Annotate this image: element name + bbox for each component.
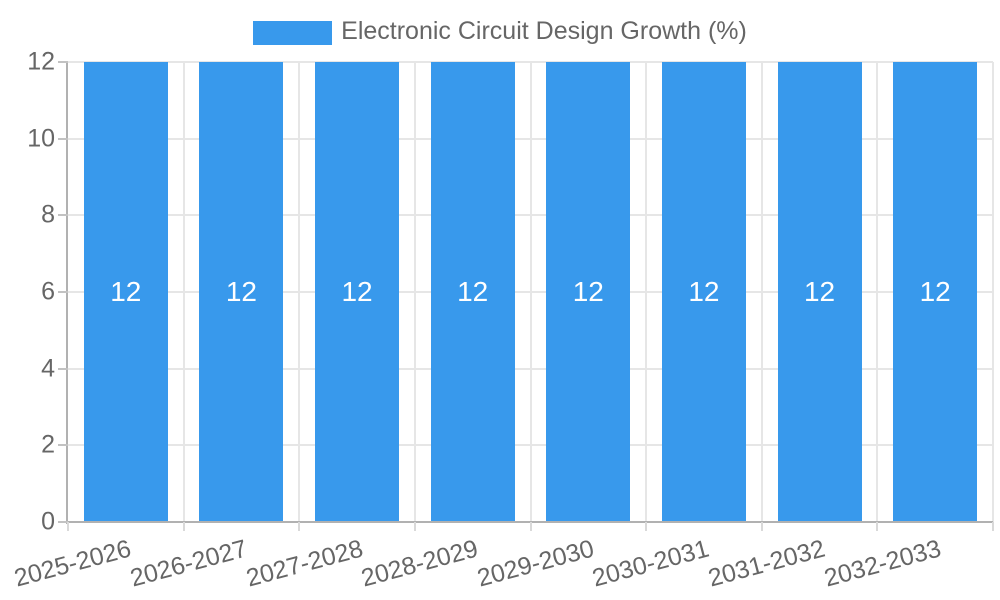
- y-axis-tick-label: 8: [41, 200, 55, 229]
- v-gridline: [876, 62, 879, 522]
- bar-value-label: 12: [688, 276, 720, 307]
- legend-label[interactable]: Electronic Circuit Design Growth (%): [341, 17, 747, 45]
- x-axis-tick-mark: [298, 522, 301, 531]
- x-axis-tick-label: 2031-2032: [705, 534, 828, 593]
- bar[interactable]: 12: [199, 62, 284, 522]
- bar-value-label: 12: [572, 276, 604, 307]
- y-axis-tick-mark: [58, 444, 68, 447]
- y-axis-tick-mark: [58, 214, 68, 217]
- bar[interactable]: 12: [315, 62, 400, 522]
- bar-value-label: 12: [457, 276, 489, 307]
- y-axis-tick-mark: [58, 291, 68, 293]
- v-gridline: [645, 62, 648, 522]
- x-axis-tick-mark: [413, 522, 416, 531]
- v-gridline: [760, 62, 763, 522]
- x-axis-tick-label: 2027-2028: [242, 534, 366, 593]
- x-axis-tick-mark: [876, 522, 879, 531]
- y-axis-tick-mark: [58, 521, 68, 523]
- x-axis-tick-label: 2029-2030: [474, 534, 597, 593]
- x-axis-tick-label: 2026-2027: [127, 534, 250, 593]
- x-axis-tick-label: 2028-2029: [358, 534, 482, 593]
- v-gridline: [413, 62, 416, 522]
- plot-area: 12 12 12 12 12 12 12 12: [68, 61, 994, 522]
- bar[interactable]: 12: [83, 62, 168, 522]
- y-axis-tick-mark: [58, 137, 68, 140]
- y-axis-tick-label: 10: [27, 124, 55, 153]
- bar-value-label: 12: [919, 276, 951, 307]
- x-axis-tick-mark: [182, 522, 185, 531]
- v-gridline: [529, 62, 532, 522]
- y-axis-tick-label: 4: [41, 354, 55, 383]
- y-axis-line: [66, 62, 68, 524]
- y-axis-tick-label: 0: [41, 507, 55, 536]
- x-axis-tick-mark: [67, 522, 69, 531]
- bar[interactable]: 12: [893, 62, 978, 522]
- x-axis-tick-mark: [992, 522, 994, 531]
- legend-swatch[interactable]: [253, 20, 333, 45]
- v-gridline: [182, 62, 185, 522]
- bar-value-label: 12: [225, 276, 258, 307]
- x-axis-tick-mark: [645, 522, 648, 531]
- bar-value-label: 12: [803, 276, 836, 307]
- x-axis-tick-mark: [529, 522, 532, 531]
- x-axis-tick-label: 2025-2026: [11, 534, 135, 593]
- x-axis-tick-mark: [760, 522, 763, 531]
- v-gridline: [992, 62, 994, 522]
- y-axis-tick-mark: [58, 61, 68, 63]
- bar-value-label: 12: [341, 276, 373, 307]
- v-gridline: [298, 62, 301, 522]
- y-axis-tick-label: 2: [41, 430, 55, 459]
- y-axis-tick-mark: [58, 367, 68, 370]
- bar[interactable]: 12: [546, 62, 631, 522]
- x-axis-tick-label: 2032-2033: [820, 534, 944, 593]
- bar[interactable]: 12: [777, 62, 862, 522]
- y-axis-tick-label: 6: [41, 277, 55, 306]
- bar-value-label: 12: [110, 276, 142, 307]
- y-axis-tick-label: 12: [27, 47, 55, 76]
- bar[interactable]: 12: [661, 62, 746, 522]
- bar[interactable]: 12: [430, 62, 515, 522]
- x-axis-tick-label: 2030-2031: [589, 534, 713, 593]
- legend[interactable]: Electronic Circuit Design Growth (%): [0, 19, 1000, 46]
